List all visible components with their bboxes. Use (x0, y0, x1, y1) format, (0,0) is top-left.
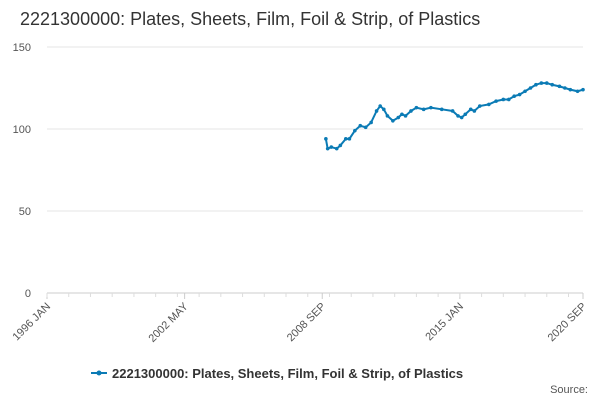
data-point (528, 86, 533, 90)
data-point (347, 137, 352, 141)
data-point (581, 87, 585, 92)
data-point (506, 97, 511, 102)
data-point (539, 81, 544, 85)
data-point (501, 97, 506, 102)
data-point (369, 120, 373, 125)
data-point (429, 105, 433, 110)
data-point (363, 125, 368, 130)
x-tick-label: 2008 SEP (285, 301, 329, 345)
data-point (358, 123, 363, 128)
data-point (517, 92, 522, 97)
data-line (324, 82, 584, 151)
data-point (544, 81, 549, 85)
data-point (324, 137, 328, 141)
source-note: Source: (550, 384, 588, 396)
x-tick-label: 2020 SEP (546, 301, 590, 345)
data-point (534, 82, 538, 87)
x-tick-label: 2015 JAN (423, 301, 466, 344)
data-point (378, 104, 382, 108)
data-point (575, 89, 580, 94)
data-point (459, 115, 464, 120)
data-point (414, 105, 419, 110)
data-point (403, 114, 408, 118)
y-tick-label: 0 (25, 288, 31, 300)
chart-title: 2221300000: Plates, Sheets, Film, Foil &… (20, 9, 480, 29)
data-point (334, 146, 339, 151)
data-point (382, 107, 386, 112)
y-tick-label: 50 (19, 206, 31, 218)
data-point (338, 143, 343, 148)
data-point (487, 102, 491, 107)
data-point (325, 146, 330, 151)
data-point (512, 94, 516, 98)
data-point (374, 109, 379, 113)
data-point (477, 104, 482, 108)
data-point (494, 99, 498, 103)
data-point (353, 128, 357, 133)
data-point (385, 114, 390, 118)
data-point (523, 89, 527, 94)
data-point (396, 115, 401, 120)
data-point (463, 112, 468, 117)
data-point (568, 87, 573, 92)
y-tick-label: 100 (13, 124, 31, 136)
data-point (563, 86, 567, 90)
data-point (343, 137, 348, 141)
data-point (468, 107, 473, 112)
data-point (456, 114, 460, 118)
data-point (421, 107, 426, 112)
data-point (391, 119, 395, 123)
data-point (439, 107, 444, 112)
data-point (409, 109, 413, 113)
legend-marker (96, 370, 102, 376)
data-point (400, 112, 404, 117)
y-tick-label: 150 (13, 42, 31, 54)
data-point (329, 145, 334, 149)
x-tick-label: 2002 MAY (147, 300, 192, 345)
data-point (550, 82, 555, 87)
x-tick-label: 1996 JAN (10, 301, 53, 344)
data-point (450, 109, 455, 113)
data-point (472, 109, 477, 113)
data-point (557, 84, 562, 89)
legend-label: 2221300000: Plates, Sheets, Film, Foil &… (112, 366, 463, 381)
